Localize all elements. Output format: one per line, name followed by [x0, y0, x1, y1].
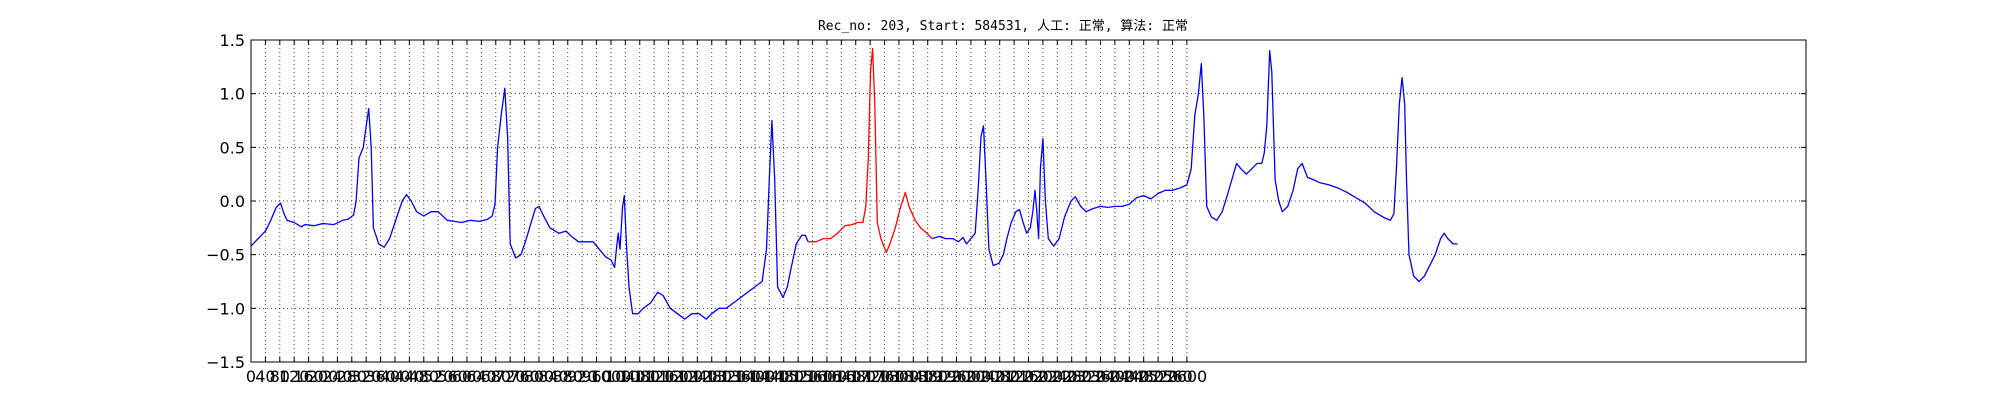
x-tick-label: 560 [437, 367, 468, 386]
x-tick-label: 1280 [691, 367, 732, 386]
x-tick-label: 960 [581, 367, 612, 386]
x-tick-label: 1800 [879, 367, 920, 386]
x-tick-label: 1960 [936, 367, 977, 386]
y-tick-label: −1.5 [206, 353, 245, 372]
x-tick-label: 480 [409, 367, 440, 386]
y-tick-label: 0.5 [220, 138, 245, 157]
y-tick-label: 1.0 [220, 85, 245, 104]
x-tick-label: 2560 [1152, 367, 1193, 386]
x-tick-label: 1440 [749, 367, 790, 386]
x-tick-label: 240 [322, 367, 353, 386]
x-tick-label: 1880 [907, 367, 948, 386]
x-tick-label: 640 [466, 367, 497, 386]
x-tick-label: 80 [270, 367, 290, 386]
x-tick-label: 1720 [850, 367, 891, 386]
x-tick-label: 1760 [864, 367, 905, 386]
x-tick-label: 0 [246, 367, 256, 386]
x-tick-label: 2160 [1008, 367, 1049, 386]
x-tick-label: 1000 [591, 367, 632, 386]
x-tick-label: 600 [452, 367, 483, 386]
x-tick-label: 1240 [677, 367, 718, 386]
x-tick-label: 920 [567, 367, 598, 386]
x-tick-label: 720 [495, 367, 526, 386]
x-tick-label: 1680 [835, 367, 876, 386]
x-tick-label: 1920 [922, 367, 963, 386]
x-tick-label: 520 [423, 367, 454, 386]
x-tick-label: 2440 [1109, 367, 1150, 386]
x-tick-label: 2360 [1080, 367, 1121, 386]
x-tick-label: 2040 [965, 367, 1006, 386]
chart-title: Rec_no: 203, Start: 584531, 人工: 正常, 算法: … [818, 19, 1188, 34]
x-tick-label: 2240 [1037, 367, 1078, 386]
x-tick-label: 120 [279, 367, 310, 386]
x-tick-label: 2120 [994, 367, 1035, 386]
x-tick-label: 2320 [1066, 367, 1107, 386]
x-tick-label: 680 [480, 367, 511, 386]
x-tick-label: 2400 [1095, 367, 1136, 386]
x-tick-label: 1320 [706, 367, 747, 386]
x-tick-label: 2520 [1138, 367, 1179, 386]
x-tick-label: 2480 [1123, 367, 1164, 386]
ecg-segment-1 [808, 47, 933, 254]
ecg-segment-2 [931, 50, 1458, 283]
x-tick-label: 1400 [735, 367, 776, 386]
x-tick-label: 1360 [720, 367, 761, 386]
x-axis: 0 408012016020024028032036040044048052056… [246, 40, 1207, 386]
x-tick-label: 760 [509, 367, 540, 386]
y-axis: 1.5 1.0 0.5 0.0 −0.5 −1.0 −1.5 [206, 31, 1806, 372]
x-tick-label: 280 [337, 367, 368, 386]
x-tick-label: 1200 [663, 367, 704, 386]
x-tick-label: 320 [351, 367, 382, 386]
x-tick-label: 1600 [807, 367, 848, 386]
x-tick-label: 440 [394, 367, 425, 386]
ecg-trace [250, 47, 1458, 320]
x-tick-label: 1080 [619, 367, 660, 386]
ecg-segment-0 [250, 87, 809, 320]
x-tick-label: 2600 [1167, 367, 1208, 386]
x-tick-label: 1640 [821, 367, 862, 386]
grid [250, 39, 1806, 363]
y-tick-label: −1.0 [206, 299, 245, 318]
x-tick-label: 1520 [778, 367, 819, 386]
y-tick-label: 1.5 [220, 31, 245, 50]
x-tick-label: 360 [365, 367, 396, 386]
y-tick-label: −0.5 [206, 246, 245, 265]
x-tick-label: 1040 [605, 367, 646, 386]
x-tick-label: 840 [538, 367, 569, 386]
x-tick-label: 1120 [634, 367, 675, 386]
x-tick-label: 1840 [893, 367, 934, 386]
x-tick-label: 200 [308, 367, 339, 386]
x-tick-label: 40 [255, 367, 275, 386]
x-tick-label: 880 [552, 367, 583, 386]
x-tick-label: 1480 [763, 367, 804, 386]
x-tick-label: 1560 [792, 367, 833, 386]
x-tick-label: 2280 [1051, 367, 1092, 386]
x-tick-label: 400 [380, 367, 411, 386]
x-tick-label: 2200 [1023, 367, 1064, 386]
x-tick-label: 2000 [951, 367, 992, 386]
x-tick-label: 2080 [979, 367, 1020, 386]
x-tick-label: 160 [293, 367, 324, 386]
x-tick-label: 1160 [648, 367, 689, 386]
y-tick-label: 0.0 [220, 192, 245, 211]
x-tick-label: 800 [524, 367, 555, 386]
